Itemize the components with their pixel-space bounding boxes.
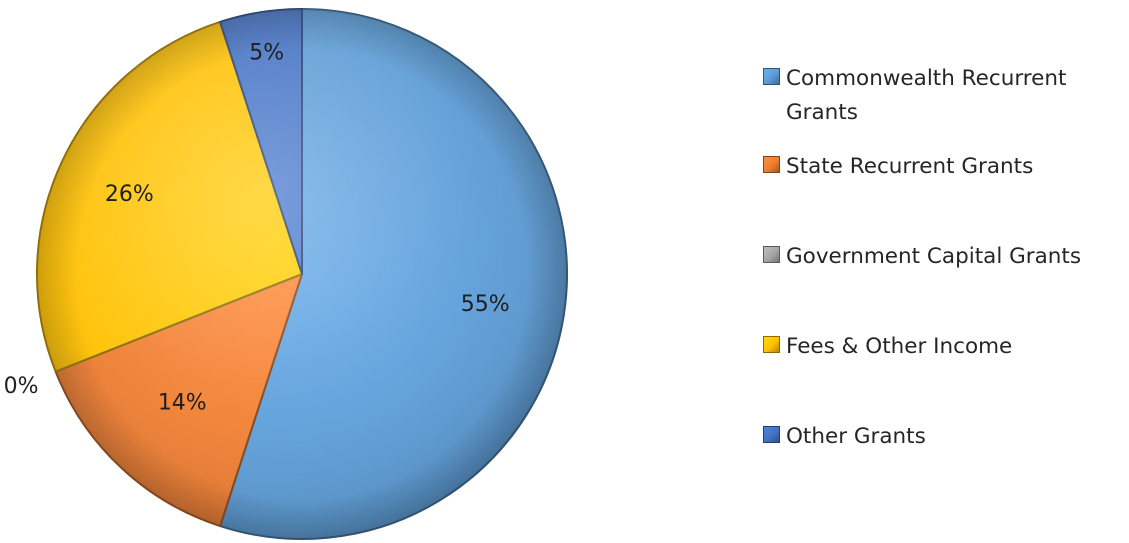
legend-swatch-state (763, 156, 780, 173)
data-label-other-grants: 5% (249, 41, 284, 66)
legend-item-state-recurrent-grants: State Recurrent Grants (763, 150, 1116, 184)
legend-label: State Recurrent Grants (786, 154, 1034, 179)
legend-item-other-grants: Other Grants (763, 420, 1116, 454)
legend-swatch-fees (763, 336, 780, 353)
legend-label: Other Grants (786, 424, 926, 449)
legend-swatch-other (763, 426, 780, 443)
pie-labels: 55% 14% 0% 26% 5% (4, 41, 510, 416)
legend-item-commonwealth-recurrent-grants: Commonwealth Recurrent Grants (763, 62, 1116, 130)
legend-item-fees-other-income: Fees & Other Income (763, 330, 1116, 364)
data-label-government-capital-grants: 0% (4, 374, 39, 399)
data-label-fees-and-other-income: 26% (105, 182, 154, 207)
data-label-commonwealth-recurrent-grants: 55% (461, 292, 510, 317)
data-label-state-recurrent-grants: 14% (158, 390, 207, 415)
legend-label: Fees & Other Income (786, 334, 1013, 359)
legend-item-government-capital-grants: Government Capital Grants (763, 240, 1116, 274)
legend-swatch-commonwealth (763, 68, 780, 85)
pie-slices (36, 8, 568, 540)
legend-label: Commonwealth Recurrent Grants (786, 66, 1067, 125)
legend-label: Government Capital Grants (786, 244, 1082, 269)
legend-swatch-capital (763, 246, 780, 263)
